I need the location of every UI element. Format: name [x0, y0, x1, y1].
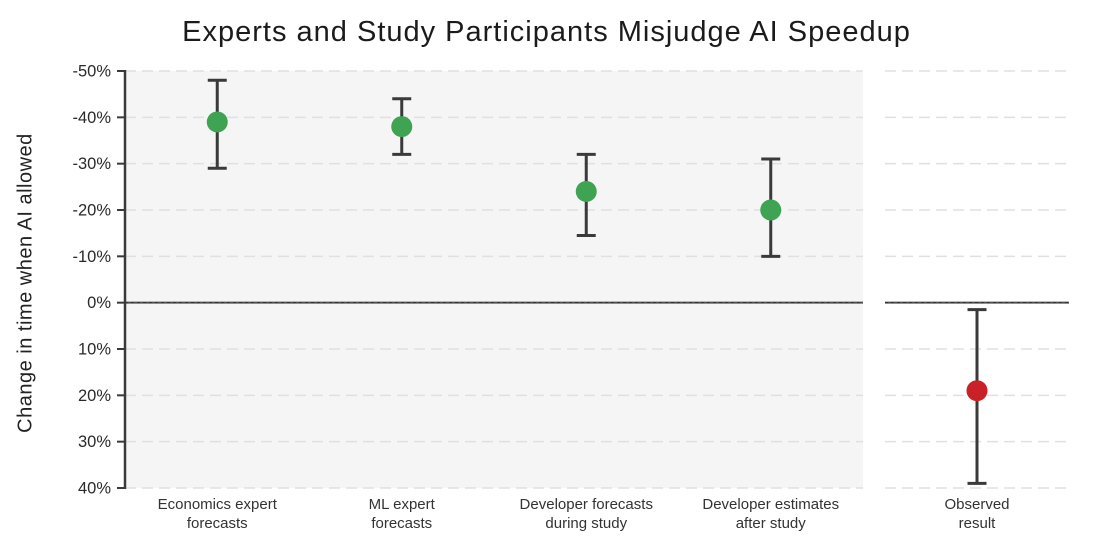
chart-title: Experts and Study Participants Misjudge …: [182, 16, 911, 48]
y-tick-label: 40%: [78, 480, 111, 498]
data-point: [391, 116, 413, 138]
forecasts-panel-background: [125, 71, 863, 488]
category-label: Observed result: [944, 496, 1009, 532]
data-point: [966, 380, 988, 402]
category-label: Economics expert forecasts: [158, 496, 278, 532]
y-tick-label: -10%: [72, 248, 111, 266]
y-tick-label: 0%: [87, 294, 111, 312]
data-point: [575, 180, 597, 202]
y-tick-label: 20%: [78, 387, 111, 405]
category-label: Developer estimates after study: [702, 496, 839, 532]
category-label: ML expert forecasts: [369, 496, 436, 532]
data-point: [206, 111, 228, 133]
y-tick-label: -20%: [72, 202, 111, 220]
y-tick-label: -50%: [72, 63, 111, 81]
category-label: Developer forecasts during study: [520, 496, 653, 532]
y-tick-label: -40%: [72, 109, 111, 127]
y-tick-label: -30%: [72, 155, 111, 173]
y-tick-label: 30%: [78, 433, 111, 451]
data-point: [760, 199, 782, 221]
y-tick-label: 10%: [78, 341, 111, 359]
